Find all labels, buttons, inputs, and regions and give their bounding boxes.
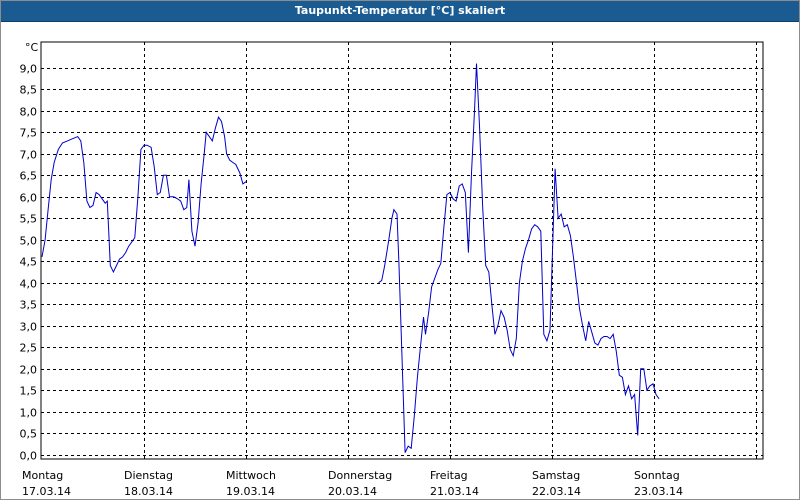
y-tick-label: 8,0 (20, 106, 38, 119)
day-date-label: 22.03.14 (532, 485, 581, 498)
y-tick-label: 7,5 (20, 127, 38, 140)
y-tick-label: 3,0 (20, 321, 38, 334)
day-date-label: 18.03.14 (124, 485, 173, 498)
chart-area: 0,0 0,5 1,0 1,5 2,0 2,5 3,0 3,5 4,0 4,5 5,0 5,5 6,0 6… (1, 22, 799, 499)
y-tick-label: 4,5 (20, 256, 38, 269)
day-name-label: Freitag (430, 469, 468, 482)
grid (41, 42, 763, 459)
y-tick-label: 8,5 (20, 84, 38, 97)
y-tick-label: 0,0 (20, 450, 38, 463)
y-tick-label: 0,5 (20, 428, 38, 441)
y-tick-label: 9,0 (20, 63, 38, 76)
day-date-label: 17.03.14 (22, 485, 71, 498)
y-tick-label: 1,0 (20, 407, 38, 420)
y-axis-ticks: 0,0 0,5 1,0 1,5 2,0 2,5 3,0 3,5 4,0 4,5 5,0 5,5 6,0 6… (20, 63, 38, 463)
day-date-label: 19.03.14 (226, 485, 275, 498)
y-tick-label: 3,5 (20, 299, 38, 312)
y-tick-label: 6,0 (20, 192, 38, 205)
y-tick-label: 7,0 (20, 149, 38, 162)
window-title: Taupunkt-Temperatur [°C] skaliert (1, 1, 799, 22)
day-date-label: 23.03.14 (634, 485, 683, 498)
y-tick-label: 6,5 (20, 170, 38, 183)
y-tick-label: 5,5 (20, 213, 38, 226)
day-name-label: Mittwoch (226, 469, 276, 482)
series-lines (41, 63, 660, 453)
series-line (378, 63, 660, 453)
x-axis-labels: Montag 17.03.14 Dienstag 18.03.14 Mittwoch 19… (22, 469, 683, 498)
y-tick-label: 2,0 (20, 364, 38, 377)
y-tick-label: 4,0 (20, 278, 38, 291)
y-tick-label: 5,0 (20, 235, 38, 248)
day-name-label: Donnerstag (328, 469, 392, 482)
day-date-label: 20.03.14 (328, 485, 377, 498)
day-name-label: Montag (22, 469, 63, 482)
series-line (41, 116, 247, 274)
day-date-label: 21.03.14 (430, 485, 479, 498)
day-name-label: Dienstag (124, 469, 173, 482)
y-tick-label: 1,5 (20, 385, 38, 398)
day-name-label: Sonntag (634, 469, 680, 482)
y-tick-label: 2,5 (20, 342, 38, 355)
y-unit-label: °C (25, 41, 39, 54)
day-name-label: Samstag (532, 469, 580, 482)
dewpoint-chart: 0,0 0,5 1,0 1,5 2,0 2,5 3,0 3,5 4,0 4,5 5,0 5,5 6,0 6… (20, 41, 764, 498)
